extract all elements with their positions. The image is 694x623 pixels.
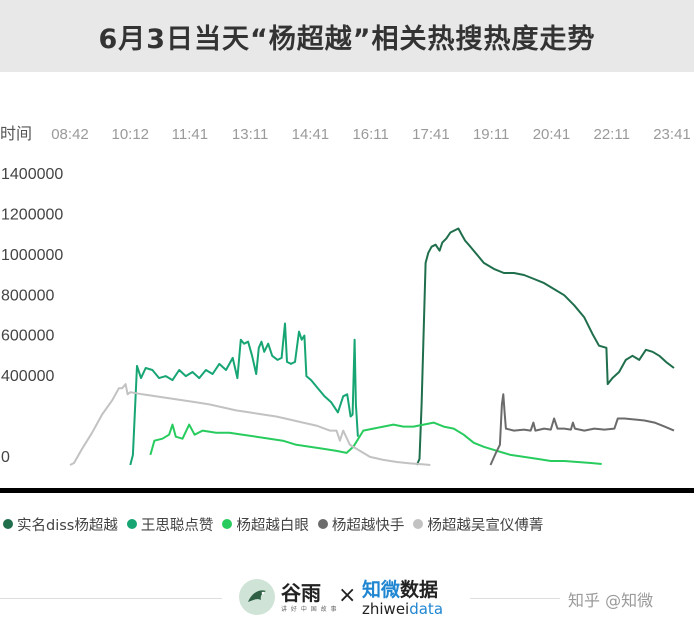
series-line-1 bbox=[415, 227, 675, 466]
x-tick-label: 23:41 bbox=[653, 126, 691, 143]
footer: 谷雨 讲 好 中 国 故 事 × 知微数据 zhiweidata 知乎 @知微 bbox=[0, 575, 694, 623]
legend-dot-icon bbox=[317, 519, 328, 529]
legend-item: 王思聪点赞 bbox=[126, 514, 214, 535]
zhiwei-cn-b: 数据 bbox=[400, 579, 439, 601]
legend: 实名diss杨超越 王思聪点赞 杨超越白眼 杨超越快手 杨超越吴宣仪傅菁 bbox=[0, 512, 694, 536]
legend-dot-icon bbox=[3, 519, 13, 529]
x-tick-label: 10:12 bbox=[111, 126, 149, 143]
footer-divider-left bbox=[0, 598, 222, 599]
y-tick-label: 400000 bbox=[1, 368, 54, 385]
x-tick-label: 14:41 bbox=[292, 126, 330, 143]
guyu-slogan: 讲 好 中 国 故 事 bbox=[281, 605, 338, 613]
zhiwei-logo: 知微数据 zhiweidata bbox=[362, 579, 443, 617]
bird-icon bbox=[239, 579, 275, 615]
legend-label: 杨超越白眼 bbox=[236, 517, 309, 534]
zhiwei-en-a: zhiwei bbox=[362, 600, 410, 618]
y-tick-label: 1400000 bbox=[1, 166, 63, 183]
y-tick-label: 1000000 bbox=[1, 247, 63, 264]
x-tick-label: 22:11 bbox=[594, 126, 630, 143]
y-tick-label: 1200000 bbox=[1, 206, 63, 223]
title-band: 6月3日当天“杨超越”相关热搜热度走势 bbox=[0, 0, 694, 72]
series-line-2 bbox=[129, 322, 359, 466]
zhiwei-en-b: data bbox=[409, 600, 444, 618]
guyu-logo: 谷雨 讲 好 中 国 故 事 bbox=[239, 579, 338, 615]
x-tick-label: 08:42 bbox=[51, 126, 89, 143]
legend-item: 杨超越白眼 bbox=[222, 514, 309, 535]
guyu-name: 谷雨 bbox=[281, 580, 321, 605]
line-chart: 时间 08:42 10:12 11:41 13:11 14:41 16:11 17:41 19:… bbox=[0, 125, 694, 493]
y-tick-label: 800000 bbox=[1, 287, 54, 304]
legend-label: 杨超越吴宣仪傅菁 bbox=[427, 517, 544, 534]
legend-item: 实名diss杨超越 bbox=[3, 514, 118, 535]
y-tick-label: 600000 bbox=[1, 328, 54, 345]
footer-divider-right bbox=[470, 598, 560, 599]
series-line-3 bbox=[149, 421, 602, 465]
series-line-5 bbox=[69, 383, 431, 466]
legend-dot-icon bbox=[413, 519, 424, 529]
legend-label: 杨超越快手 bbox=[331, 517, 405, 534]
legend-label: 实名diss杨超越 bbox=[17, 517, 118, 534]
x-tick-label: 13:11 bbox=[232, 126, 268, 143]
chart-title: 6月3日当天“杨超越”相关热搜热度走势 bbox=[98, 23, 596, 55]
legend-dot-icon bbox=[126, 519, 137, 529]
x-tick-label: 19:11 bbox=[473, 126, 509, 143]
x-axis-label: 时间 bbox=[0, 125, 32, 143]
watermark: 知乎 @知微 bbox=[568, 591, 654, 610]
x-tick-label: 17:41 bbox=[412, 126, 450, 143]
legend-item: 杨超越快手 bbox=[317, 514, 405, 535]
y-tick-label: 0 bbox=[1, 449, 10, 466]
x-tick-label: 11:41 bbox=[172, 126, 208, 143]
x-tick-label: 16:11 bbox=[352, 126, 388, 143]
legend-item: 杨超越吴宣仪傅菁 bbox=[413, 514, 543, 535]
x-axis-baseline bbox=[0, 488, 694, 493]
legend-dot-icon bbox=[222, 519, 233, 529]
series-line-4 bbox=[489, 393, 675, 466]
x-tick-label: 20:41 bbox=[533, 126, 571, 143]
zhiwei-cn-a: 知微 bbox=[362, 579, 401, 601]
legend-label: 王思聪点赞 bbox=[140, 517, 214, 534]
cross-symbol: × bbox=[338, 583, 357, 608]
